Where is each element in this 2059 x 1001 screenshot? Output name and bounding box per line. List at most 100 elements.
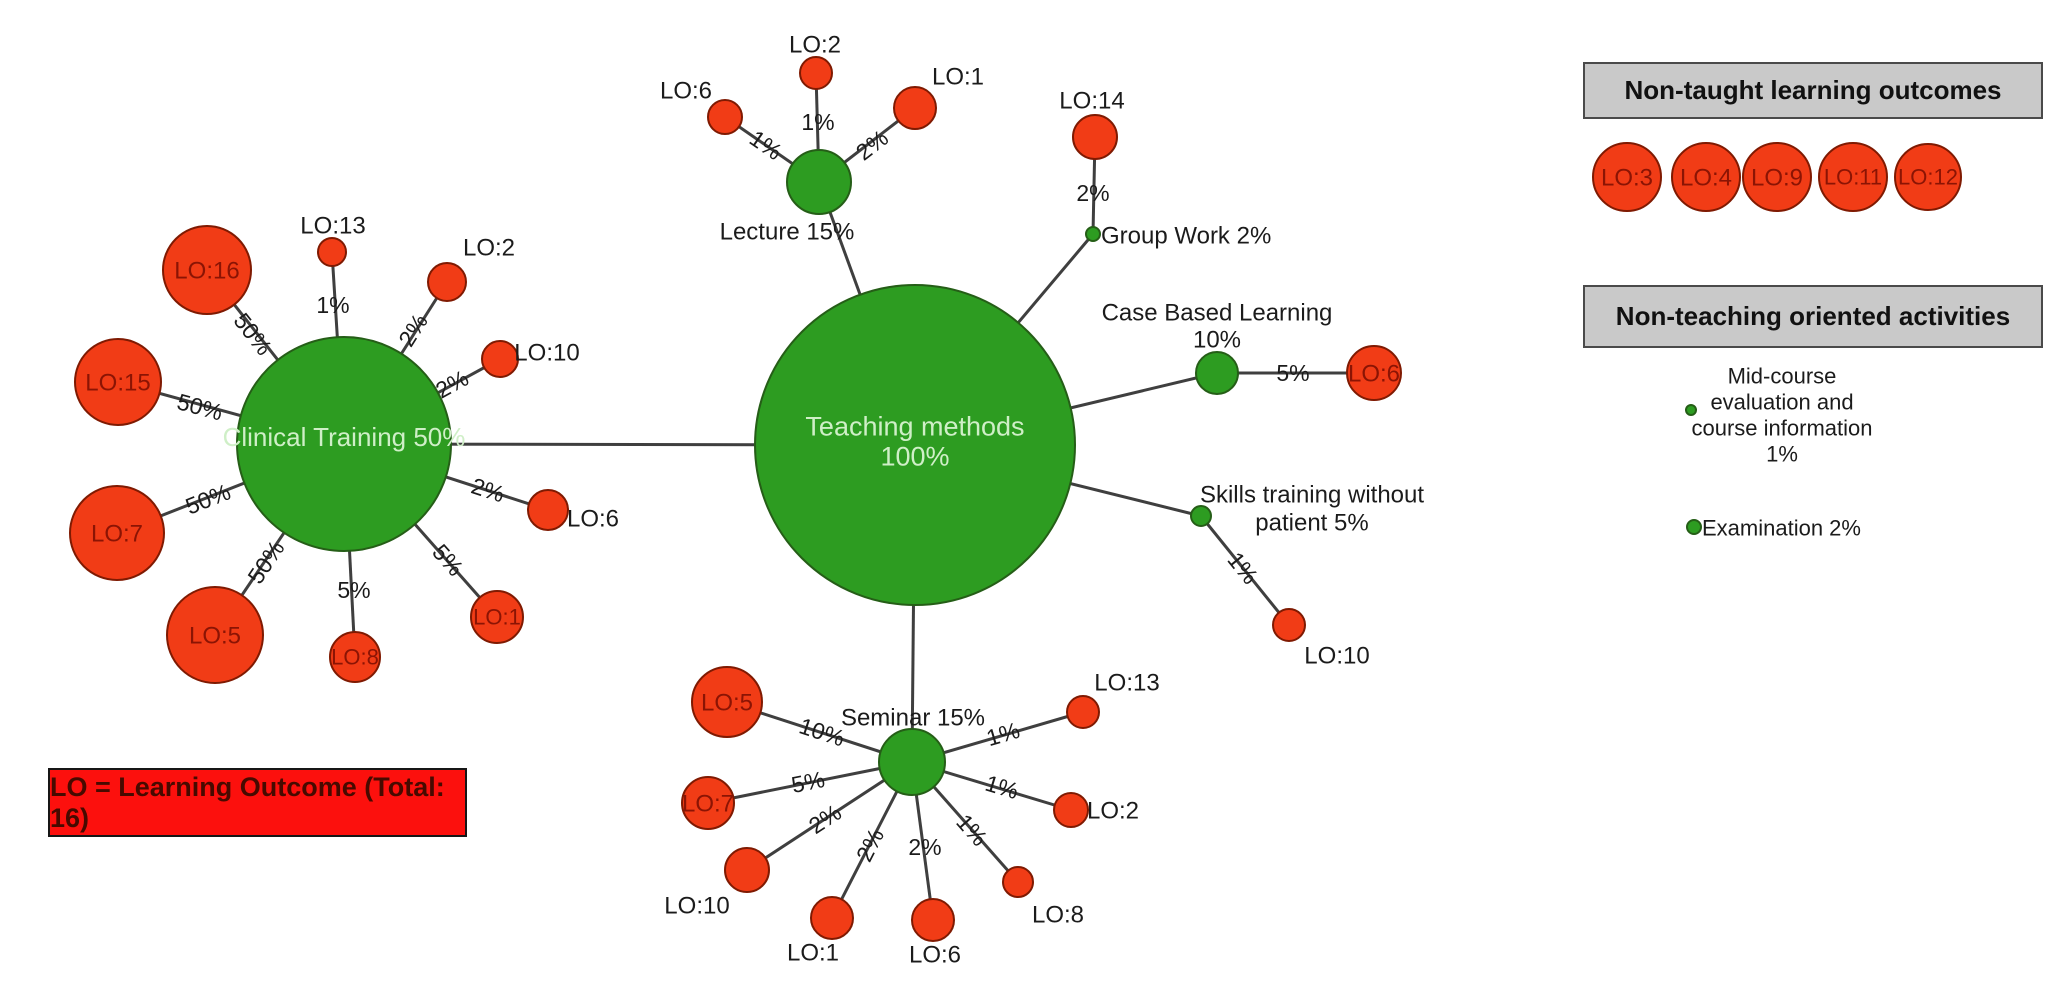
node-l2 xyxy=(799,56,833,90)
node-seminar xyxy=(878,728,946,796)
node-c15 xyxy=(74,338,162,426)
edge-label: 1% xyxy=(1222,547,1263,589)
node-label-seminar: Seminar 15% xyxy=(841,704,985,731)
node-label-l6: LO:6 xyxy=(660,77,712,104)
node-c16 xyxy=(162,225,252,315)
edge-label: 50% xyxy=(242,536,289,589)
panel-header-non-teaching-activities: Non-teaching oriented activities xyxy=(1583,285,2043,348)
node-midcourse xyxy=(1685,404,1697,416)
edge-label: 1% xyxy=(316,292,349,318)
node-lecture xyxy=(786,149,852,215)
node-label-l1: LO:1 xyxy=(932,63,984,90)
node-label-c1: LO:1 xyxy=(473,605,521,630)
node-label-se10: LO:10 xyxy=(664,892,729,919)
node-label-c6: LO:6 xyxy=(567,505,619,532)
node-label-c10: LO:10 xyxy=(514,339,579,366)
edge-label: 2% xyxy=(851,824,889,865)
edge-label: 2% xyxy=(804,799,846,839)
node-teaching xyxy=(754,284,1076,606)
node-label-c2: LO:2 xyxy=(463,234,515,261)
node-cb6 xyxy=(1346,345,1402,401)
node-lg4 xyxy=(1671,142,1741,212)
node-label-exam: Examination 2% xyxy=(1702,516,1861,541)
node-label-teaching: Teaching methods 100% xyxy=(805,411,1024,471)
node-label-lg9: LO:9 xyxy=(1751,164,1803,191)
edge-label: 5% xyxy=(789,766,827,798)
node-se8 xyxy=(1002,866,1034,898)
node-label-lecture: Lecture 15% xyxy=(720,218,855,245)
node-label-groupwork: Group Work 2% xyxy=(1101,222,1271,249)
node-se5 xyxy=(691,666,763,738)
node-label-se13: LO:13 xyxy=(1094,669,1159,696)
node-l1 xyxy=(893,86,937,130)
node-label-se6: LO:6 xyxy=(909,941,961,968)
edge-label: 50% xyxy=(174,388,225,425)
node-label-lg11: LO:11 xyxy=(1824,165,1882,190)
lo-definition-box: LO = Learning Outcome (Total: 16) xyxy=(48,768,467,837)
node-label-c16: LO:16 xyxy=(174,257,239,284)
edge-label: 2% xyxy=(908,834,941,860)
edge-label: 2% xyxy=(468,473,508,508)
node-c13 xyxy=(317,237,347,267)
node-se7 xyxy=(681,776,735,830)
edge-skills-s10 xyxy=(1199,515,1291,626)
edge-label: 5% xyxy=(337,577,370,603)
edge-label: 1% xyxy=(801,109,834,135)
node-label-c7: LO:7 xyxy=(91,520,143,547)
node-label-s10: LO:10 xyxy=(1304,642,1369,669)
node-se13 xyxy=(1066,695,1100,729)
node-lg3 xyxy=(1592,142,1662,212)
node-c8 xyxy=(329,631,381,683)
node-c5 xyxy=(166,586,264,684)
node-s10 xyxy=(1272,608,1306,642)
node-label-c13: LO:13 xyxy=(300,212,365,239)
node-label-lg4: LO:4 xyxy=(1680,164,1732,191)
panel-title: Non-teaching oriented activities xyxy=(1615,301,2011,331)
panel-header-non-taught-outcomes: Non-taught learning outcomes xyxy=(1583,62,2043,119)
node-label-casebased: Case Based Learning 10% xyxy=(1102,299,1333,353)
node-l6 xyxy=(707,99,743,135)
node-label-midcourse: Mid-course evaluation and course informati… xyxy=(1692,364,1873,467)
edge-label: 2% xyxy=(1076,180,1109,206)
node-label-lg12: LO:12 xyxy=(1898,165,1958,190)
node-label-c15: LO:15 xyxy=(85,369,150,396)
node-casebased xyxy=(1195,351,1239,395)
node-label-cb6: LO:6 xyxy=(1348,360,1400,387)
node-se1 xyxy=(810,896,854,940)
node-skills xyxy=(1190,505,1212,527)
panel-title: Non-taught learning outcomes xyxy=(1624,75,2002,105)
node-se6 xyxy=(911,898,955,942)
node-label-c5: LO:5 xyxy=(189,622,241,649)
node-label-se1: LO:1 xyxy=(787,939,839,966)
node-lg11 xyxy=(1818,142,1888,212)
node-exam xyxy=(1686,519,1702,535)
lo-definition-text: LO = Learning Outcome (Total: 16) xyxy=(50,771,445,833)
node-c10 xyxy=(481,340,519,378)
node-label-skills: Skills training without patient 5% xyxy=(1200,481,1424,536)
node-label-se5: LO:5 xyxy=(701,689,753,716)
edge-seminar-se7 xyxy=(707,760,913,805)
node-label-se8: LO:8 xyxy=(1032,901,1084,928)
node-g14 xyxy=(1072,114,1118,160)
node-se10 xyxy=(724,847,770,893)
edge-label: 1% xyxy=(983,717,1022,751)
node-groupwork xyxy=(1085,226,1101,242)
node-se2 xyxy=(1053,792,1089,828)
node-label-g14: LO:14 xyxy=(1059,87,1124,114)
node-c7 xyxy=(69,485,165,581)
node-label-c8: LO:8 xyxy=(331,645,379,670)
node-label-se2: LO:2 xyxy=(1087,797,1139,824)
node-clinical xyxy=(236,336,452,552)
edge-label: 1% xyxy=(745,125,787,165)
node-c1 xyxy=(470,590,524,644)
node-c2 xyxy=(427,262,467,302)
edge-label: 50% xyxy=(182,478,234,519)
node-lg9 xyxy=(1742,142,1812,212)
edge-label: 5% xyxy=(1276,360,1309,386)
edge-label: 1% xyxy=(982,770,1021,805)
node-label-l2: LO:2 xyxy=(789,31,841,58)
node-label-se7: LO:7 xyxy=(682,790,734,817)
node-lg12 xyxy=(1894,143,1962,211)
